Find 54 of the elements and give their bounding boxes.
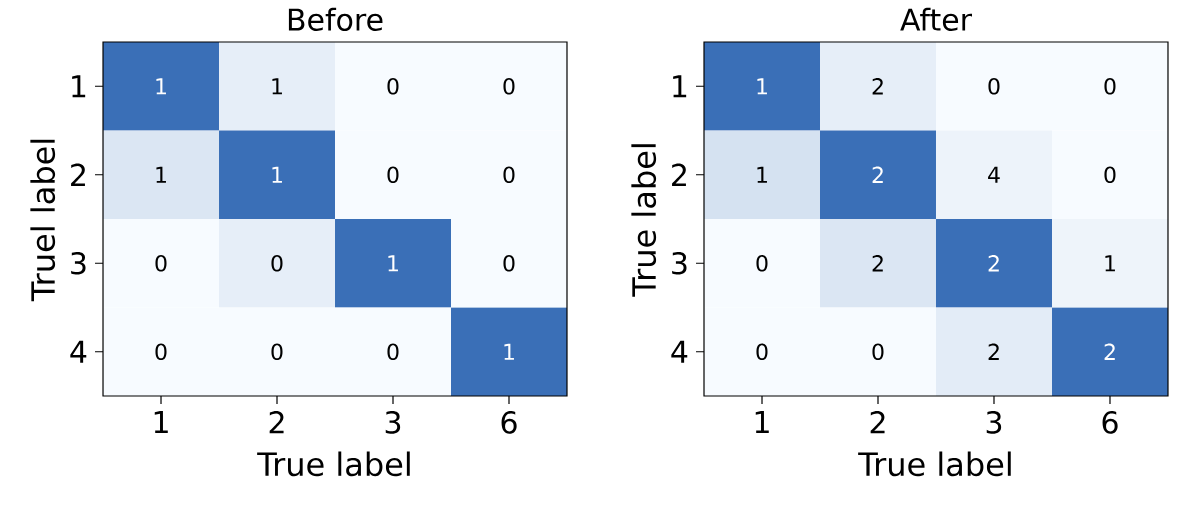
data-label: 0 bbox=[271, 254, 283, 272]
data-label: 1 bbox=[272, 78, 282, 95]
data-label: 0 bbox=[872, 343, 884, 361]
data-label: 1 bbox=[757, 78, 767, 95]
y-axis-title: True label bbox=[631, 144, 657, 297]
data-label: 0 bbox=[503, 166, 515, 184]
data-label: 0 bbox=[756, 343, 768, 361]
y-tick-label: 4 bbox=[70, 340, 87, 363]
data-label: 1 bbox=[156, 78, 166, 95]
y-tick-label: 4 bbox=[671, 340, 688, 363]
x-tick-label: 1 bbox=[154, 411, 168, 433]
chart-title: Before bbox=[288, 7, 383, 31]
data-label: 1 bbox=[757, 166, 767, 183]
data-label: 4 bbox=[988, 166, 1000, 183]
x-tick-label: 3 bbox=[986, 411, 1002, 434]
data-label: 0 bbox=[756, 254, 768, 272]
data-label: 1 bbox=[1105, 255, 1115, 272]
y-tick-label: 2 bbox=[672, 163, 686, 186]
x-tick-label: 2 bbox=[269, 411, 284, 434]
x-tick-label: 2 bbox=[870, 411, 885, 434]
y-tick-label: 3 bbox=[71, 251, 86, 275]
data-label: 0 bbox=[387, 343, 399, 361]
y-tick-label: 1 bbox=[72, 75, 86, 98]
data-label: 2 bbox=[988, 343, 999, 360]
chart-title: After bbox=[900, 7, 972, 31]
data-label: 0 bbox=[155, 343, 167, 361]
data-label: 0 bbox=[1104, 77, 1116, 95]
x-tick-label: 6 bbox=[1102, 411, 1118, 434]
data-label: 0 bbox=[988, 77, 1000, 95]
data-label: 1 bbox=[388, 255, 398, 272]
data-label: 2 bbox=[872, 78, 883, 95]
y-tick-label: 2 bbox=[71, 163, 85, 186]
data-label: 0 bbox=[155, 254, 167, 272]
data-label: 1 bbox=[272, 166, 282, 183]
data-label: 1 bbox=[156, 166, 166, 183]
data-label: 0 bbox=[503, 77, 515, 95]
x-axis-title: True label bbox=[257, 451, 410, 477]
data-label: 0 bbox=[387, 166, 399, 184]
data-label: 0 bbox=[503, 254, 515, 272]
data-label: 2 bbox=[1104, 343, 1115, 360]
data-label: 2 bbox=[872, 255, 883, 272]
data-label: 0 bbox=[271, 343, 283, 361]
data-label: 0 bbox=[1104, 166, 1116, 184]
x-tick-label: 3 bbox=[385, 411, 401, 434]
y-axis-title: Truel label bbox=[30, 139, 56, 302]
x-tick-label: 6 bbox=[501, 411, 517, 434]
data-label: 2 bbox=[988, 255, 999, 272]
x-tick-label: 1 bbox=[755, 411, 769, 433]
x-axis-title: True label bbox=[858, 451, 1011, 477]
y-tick-label: 3 bbox=[672, 251, 687, 275]
y-tick-label: 1 bbox=[673, 75, 687, 98]
data-label: 2 bbox=[872, 166, 883, 183]
data-label: 0 bbox=[387, 77, 399, 95]
data-label: 1 bbox=[504, 343, 514, 360]
